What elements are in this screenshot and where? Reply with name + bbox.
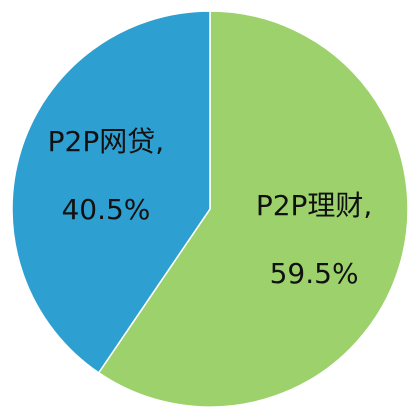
pie-slice — [11, 10, 211, 374]
slice-label-name: P2P理财, — [256, 189, 373, 222]
slice-label-name: P2P网贷, — [48, 125, 165, 158]
slice-label-value: 59.5% — [270, 257, 359, 290]
pie-slice — [97, 10, 409, 408]
slice-label-value: 40.5% — [61, 193, 150, 226]
